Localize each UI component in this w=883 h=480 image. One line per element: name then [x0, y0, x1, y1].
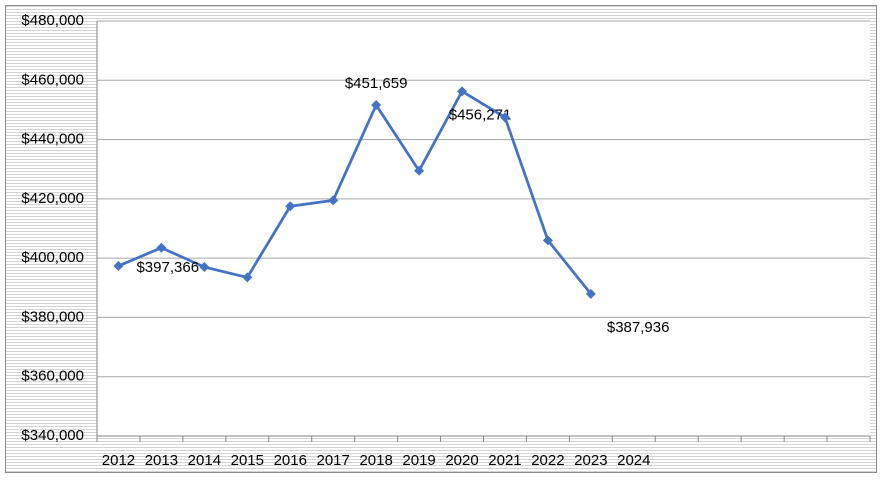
data-point	[542, 235, 553, 246]
data-point	[156, 242, 167, 253]
y-tick-label: $340,000	[21, 427, 84, 444]
x-tick-label: 2022	[531, 452, 564, 469]
y-tick-label: $380,000	[21, 308, 84, 325]
x-tick-label: 2023	[574, 452, 607, 469]
data-point	[499, 112, 510, 123]
x-tick-label: 2012	[102, 452, 135, 469]
data-point	[414, 165, 425, 176]
y-tick-label: $440,000	[21, 131, 84, 148]
y-tick-label: $400,000	[21, 249, 84, 266]
x-tick-label: 2017	[317, 452, 350, 469]
y-tick-label: $460,000	[21, 71, 84, 88]
data-label: $387,936	[607, 319, 670, 336]
data-label: $456,271	[449, 106, 512, 123]
y-tick-label: $360,000	[21, 368, 84, 385]
x-tick-label: 2024	[617, 452, 650, 469]
data-point	[371, 100, 382, 111]
data-label: $397,366	[136, 259, 199, 276]
data-point	[242, 272, 253, 283]
y-tick-label: $420,000	[21, 190, 84, 207]
data-point	[585, 288, 596, 299]
data-point	[328, 195, 339, 206]
data-point	[199, 262, 210, 273]
x-tick-label: 2016	[274, 452, 307, 469]
x-tick-label: 2013	[145, 452, 178, 469]
data-point	[285, 201, 296, 212]
data-label: $451,659	[345, 75, 408, 92]
x-tick-label: 2018	[359, 452, 392, 469]
data-point	[113, 260, 124, 271]
y-tick-label: $480,000	[21, 12, 84, 29]
x-tick-label: 2019	[402, 452, 435, 469]
x-tick-label: 2014	[188, 452, 221, 469]
x-tick-label: 2015	[231, 452, 264, 469]
x-tick-label: 2020	[445, 452, 478, 469]
plot-area	[97, 21, 870, 436]
series-line	[117, 89, 592, 295]
x-tick-label: 2021	[488, 452, 521, 469]
data-point	[457, 86, 468, 97]
